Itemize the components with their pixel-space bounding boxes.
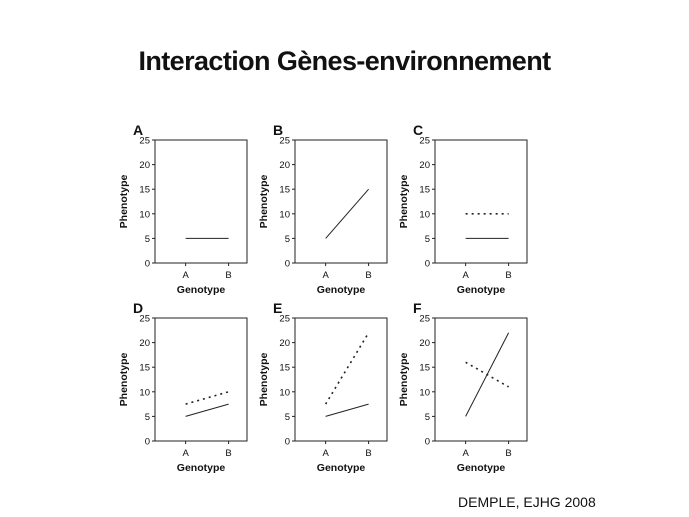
y-tick-label: 10 <box>419 387 430 398</box>
plot-frame <box>154 139 248 264</box>
x-axis-title: Genotype <box>177 462 226 474</box>
y-tick-label: 25 <box>419 136 430 147</box>
y-tick-label: 25 <box>279 136 290 147</box>
y-tick-label: 15 <box>139 185 150 196</box>
series-line-solid <box>325 403 369 417</box>
panel-letter: D <box>133 300 143 316</box>
slide-title: Interaction Gènes-environnement <box>138 46 552 76</box>
plot-frame <box>154 317 248 442</box>
panel-b: B 0 5 10 15 20 25 A B Genotype Phenotype <box>258 122 388 296</box>
y-tick-label: 15 <box>419 185 430 196</box>
series-line-solid <box>325 188 369 239</box>
panel-letter: F <box>413 300 422 316</box>
y-tick-label: 25 <box>139 136 150 147</box>
panel-letter: E <box>273 300 282 316</box>
y-axis-title: Phenotype <box>118 175 130 229</box>
y-tick-label: 25 <box>279 314 290 325</box>
y-tick-label: 10 <box>139 209 150 220</box>
y-tick-label: 15 <box>419 363 430 374</box>
citation: DEMPLE, EJHG 2008 <box>458 494 596 510</box>
x-tick-label: A <box>322 448 329 459</box>
y-axis-title: Phenotype <box>118 353 130 407</box>
y-axis-title: Phenotype <box>258 175 270 229</box>
y-tick-label: 5 <box>285 412 290 423</box>
y-tick-label: 20 <box>279 338 290 349</box>
x-axis-title: Genotype <box>177 284 226 296</box>
panel-e: E 0 5 10 15 20 25 A B Genotype Phenotype <box>258 300 388 474</box>
x-axis-title: Genotype <box>317 462 366 474</box>
panel-letter: C <box>413 122 423 138</box>
x-tick-label: A <box>182 448 189 459</box>
y-tick-label: 0 <box>285 259 290 270</box>
panel-f: F 0 5 10 15 20 25 A B Genotype Phenotype <box>398 300 528 474</box>
panel-letter: A <box>133 122 143 138</box>
y-tick-label: 25 <box>419 314 430 325</box>
y-tick-label: 0 <box>285 437 290 448</box>
y-tick-label: 20 <box>419 338 430 349</box>
plot-frame <box>294 139 388 264</box>
y-tick-label: 20 <box>139 160 150 171</box>
x-tick-label: B <box>225 270 231 281</box>
plot-frame <box>434 317 528 442</box>
y-tick-label: 15 <box>279 185 290 196</box>
series-line-dotted <box>185 391 229 405</box>
y-tick-label: 0 <box>145 437 150 448</box>
x-tick-label: A <box>182 270 189 281</box>
x-axis-title: Genotype <box>457 462 506 474</box>
panel-letter: B <box>273 122 283 138</box>
x-axis-title: Genotype <box>457 284 506 296</box>
x-tick-label: B <box>225 448 231 459</box>
y-tick-label: 10 <box>279 209 290 220</box>
x-tick-label: B <box>505 448 511 459</box>
y-tick-label: 20 <box>279 160 290 171</box>
y-tick-label: 15 <box>279 363 290 374</box>
panel-d: D 0 5 10 15 20 25 A B Genotype Phenotype <box>118 300 248 474</box>
x-tick-label: B <box>505 270 511 281</box>
x-tick-label: B <box>365 448 371 459</box>
y-tick-label: 10 <box>279 387 290 398</box>
y-tick-label: 5 <box>425 412 430 423</box>
y-tick-label: 5 <box>285 234 290 245</box>
x-tick-label: A <box>462 270 469 281</box>
y-tick-label: 5 <box>145 412 150 423</box>
plot-frame <box>294 317 388 442</box>
x-tick-label: B <box>365 270 371 281</box>
x-axis-title: Genotype <box>317 284 366 296</box>
y-tick-label: 0 <box>145 259 150 270</box>
series-line-solid <box>185 403 229 417</box>
y-tick-label: 5 <box>145 234 150 245</box>
series-line-dotted <box>324 332 370 405</box>
y-tick-label: 20 <box>139 338 150 349</box>
x-tick-label: A <box>322 270 329 281</box>
panel-c: C 0 5 10 15 20 25 A B Genotype Phenotype <box>398 122 528 296</box>
x-tick-label: A <box>462 448 469 459</box>
y-tick-label: 20 <box>419 160 430 171</box>
y-tick-label: 15 <box>139 363 150 374</box>
y-axis-title: Phenotype <box>258 353 270 407</box>
y-tick-label: 25 <box>139 314 150 325</box>
y-axis-title: Phenotype <box>398 353 410 407</box>
series-line-dotted <box>465 361 509 388</box>
plot-frame <box>434 139 528 264</box>
y-axis-title: Phenotype <box>398 175 410 229</box>
y-tick-label: 0 <box>425 259 430 270</box>
y-tick-label: 10 <box>419 209 430 220</box>
y-tick-label: 0 <box>425 437 430 448</box>
y-tick-label: 10 <box>139 387 150 398</box>
y-tick-label: 5 <box>425 234 430 245</box>
